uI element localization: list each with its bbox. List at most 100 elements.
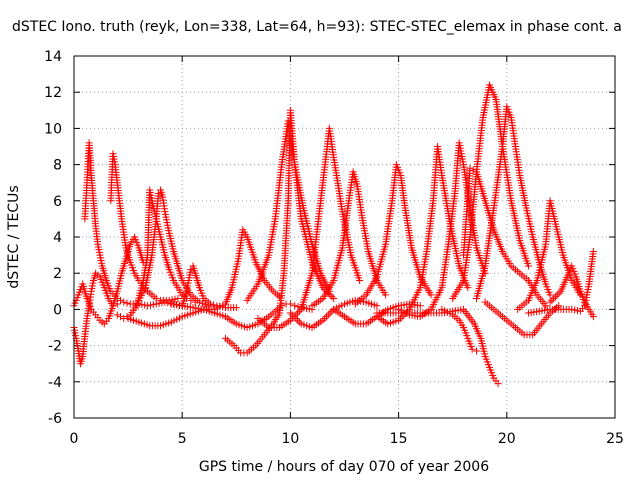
data-point-series-27 [553,291,561,299]
y-tick-label: 0 [53,302,62,318]
y-tick-label: -2 [48,339,62,355]
data-point-series-3 [152,295,160,303]
data-point-series-22 [469,166,477,174]
x-tick-label: 15 [390,431,408,447]
data-point-series-12 [286,316,294,324]
data-point-series-23 [546,291,554,299]
data-point-series-27 [589,313,597,321]
data-point-series-12 [356,276,364,284]
data-points [70,81,597,388]
data-point-series-10 [326,291,334,299]
data-point-series-27 [550,295,558,303]
data-point-series-12 [295,307,303,315]
data-point-series-26 [571,306,579,314]
data-point-series-13 [321,314,329,322]
data-point-series-26 [589,247,597,255]
data-point-series-7 [232,304,240,312]
data-point-series-10 [328,293,336,301]
x-tick-label: 25 [606,431,624,447]
data-point-series-4 [123,313,131,321]
data-point-series-20 [468,345,476,353]
x-tick-label: 5 [178,431,187,447]
data-point-series-17 [398,313,406,321]
data-point-series-2 [155,299,163,307]
data-point-series-13 [286,309,294,317]
chart-title: dSTEC Iono. truth (reyk, Lon=338, Lat=64… [12,19,622,35]
data-point-series-21 [524,262,532,270]
data-point-series-13 [322,313,330,321]
data-point-series-7 [187,266,195,274]
data-point-series-13 [324,311,332,319]
data-point-series-20 [473,347,481,355]
data-point-series-3 [168,296,176,304]
data-point-series-14 [382,291,390,299]
y-tick-label: 2 [53,266,62,282]
data-point-series-13 [288,311,296,319]
data-point-series-16 [427,291,435,299]
data-point-series-13 [326,309,334,317]
data-point-series-3 [174,295,182,303]
data-point-series-2 [117,296,125,304]
data-point-series-2 [149,301,157,309]
data-point-series-27 [548,296,556,304]
y-tick-label: 14 [44,49,62,65]
y-axis-label: dSTEC / TECUs [6,185,22,288]
x-axis-label: GPS time / hours of day 070 of year 2006 [199,459,489,475]
data-point-series-10 [330,295,338,303]
data-point-series-22 [466,164,474,172]
data-point-series-27 [546,298,554,306]
x-tick-label: 0 [70,431,79,447]
y-tick-labels: -6 -4 -2 0 2 4 6 8 10 12 14 [44,49,62,427]
data-point-series-2 [167,299,175,307]
x-tick-label: 10 [281,431,299,447]
data-point-series-4 [113,311,121,319]
data-point-series-3 [171,295,179,303]
data-point-series-2 [138,301,146,309]
data-point-series-9 [291,302,299,310]
y-tick-label: 4 [53,230,62,246]
data-point-series-15 [416,302,424,310]
data-point-series-2 [146,301,154,309]
data-point-series-7 [206,300,214,308]
data-point-series-13 [294,316,302,324]
data-point-series-17 [464,284,472,292]
data-point-series-13 [290,313,298,321]
data-point-series-5 [196,298,204,306]
y-tick-label: 10 [44,121,62,137]
data-point-series-22 [542,302,550,310]
data-point-series-13 [295,318,303,326]
x-tick-labels: 0 5 10 15 20 25 [70,431,624,447]
y-tick-label: -6 [48,411,62,427]
data-point-series-2 [113,295,121,303]
data-point-series-26 [568,305,576,313]
plot-frame [73,55,616,419]
data-point-series-5 [154,190,162,198]
data-point-series-9 [286,300,294,308]
y-tick-label: 8 [53,158,62,174]
x-tick-label: 20 [498,431,516,447]
data-point-series-13 [319,316,327,324]
data-point-series-24 [555,302,563,310]
data-point-series-2 [161,298,169,306]
y-tick-label: 6 [53,194,62,210]
data-point-series-3 [165,296,173,304]
data-point-series-19 [494,380,502,388]
data-point-series-5 [198,299,206,307]
data-point-series-13 [292,314,300,322]
data-point-series-4 [117,313,125,321]
data-point-series-26 [573,307,581,315]
y-tick-label: 12 [44,85,62,101]
data-point-series-13 [373,302,381,310]
data-point-series-2 [123,299,131,307]
data-point-series-2 [144,302,152,310]
data-point-series-27 [555,289,563,297]
data-point-series-17 [396,314,404,322]
y-tick-label: -4 [48,375,62,391]
data-point-series-17 [395,316,403,324]
data-point-series-10 [319,284,327,292]
data-point-series-12 [294,309,302,317]
data-point-series-27 [551,293,559,301]
data-point-series-7 [210,301,218,309]
data-point-series-2 [120,298,128,306]
